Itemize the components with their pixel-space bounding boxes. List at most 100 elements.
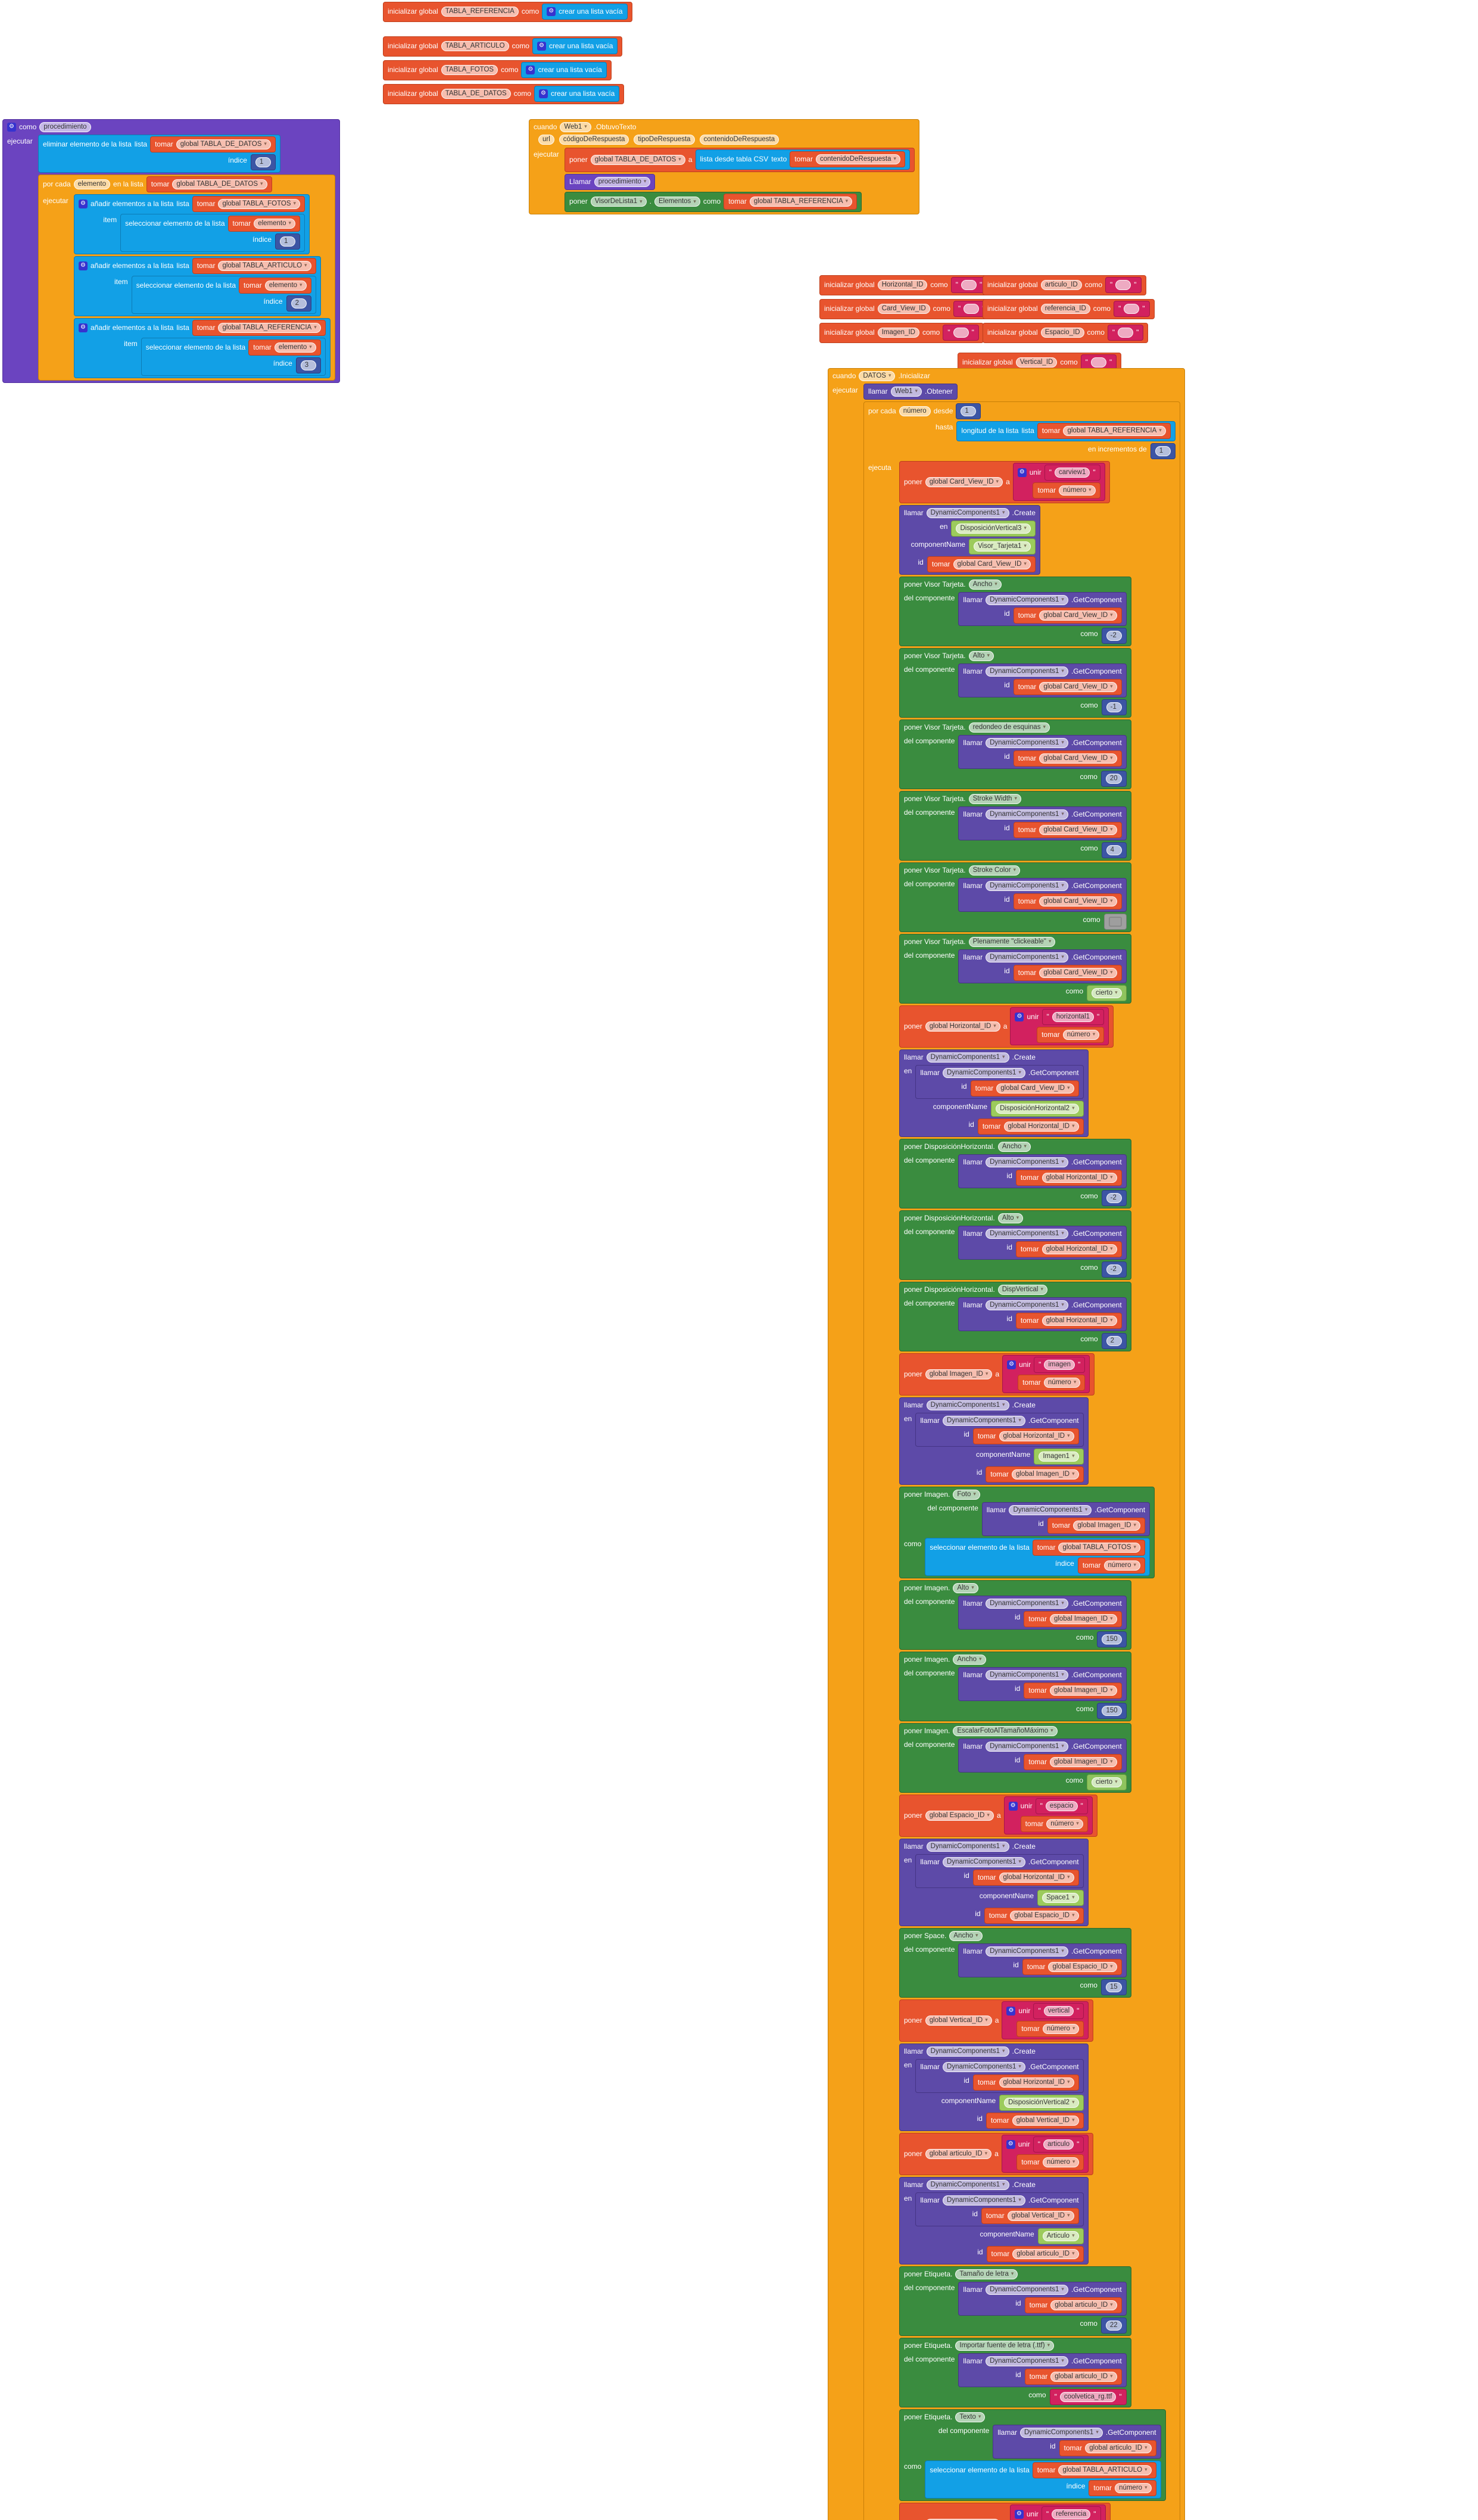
component-setter-block[interactable]: poner Visor Tarjeta.Anchodel componentel… bbox=[899, 577, 1131, 646]
dropdown-field[interactable]: DynamicComponents1 bbox=[986, 952, 1068, 962]
variables-block[interactable]: tomar global articulo_ID bbox=[1024, 2297, 1122, 2313]
dropdown-field[interactable]: Elementos bbox=[654, 197, 700, 207]
variables-block[interactable]: tomar global articulo_ID bbox=[1059, 2440, 1156, 2456]
lists-block[interactable]: ⚙ añadir elementos a la lista lista tomar gl… bbox=[74, 194, 310, 254]
math-number-block[interactable]: -1 bbox=[1101, 699, 1127, 715]
component-setter-block[interactable]: poner Space.Anchodel componentellamarDyn… bbox=[899, 1928, 1131, 1998]
dropdown-field[interactable]: DynamicComponents1 bbox=[986, 1669, 1068, 1680]
variables-block[interactable]: tomar global Horizontal_ID bbox=[977, 1119, 1084, 1135]
dropdown-field[interactable]: Alto bbox=[968, 650, 994, 661]
dropdown-field[interactable]: EscalarFotoAlTamañoMáximo bbox=[953, 1725, 1058, 1736]
variables-block[interactable]: inicializar global Imagen_ID como " " bbox=[819, 323, 984, 343]
dropdown-field[interactable]: número bbox=[1046, 1818, 1083, 1829]
component-block[interactable]: DisposiciónVertical2 bbox=[999, 2095, 1084, 2111]
dropdown-field[interactable]: global articulo_ID bbox=[1050, 2300, 1117, 2310]
text-block[interactable]: " " bbox=[1114, 301, 1150, 317]
dropdown-field[interactable]: global TABLA_FOTOS bbox=[218, 198, 301, 209]
variables-block[interactable]: tomar número bbox=[1077, 1558, 1146, 1574]
mutator-gear-icon[interactable]: ⚙ bbox=[537, 41, 546, 51]
dropdown-field[interactable]: DynamicComponents1 bbox=[986, 1228, 1068, 1239]
dropdown-field[interactable]: global Horizontal_ID bbox=[1042, 1315, 1117, 1326]
variables-block[interactable]: tomar contenidoDeRespuesta bbox=[790, 151, 906, 167]
variables-block[interactable]: inicializar global referencia_ID como " " bbox=[983, 299, 1155, 319]
text-field[interactable]: TABLA_ARTICULO bbox=[441, 41, 509, 51]
variables-block[interactable]: tomar global Horizontal_ID bbox=[1015, 1241, 1122, 1257]
dropdown-field[interactable]: global Card_View_ID bbox=[1039, 610, 1117, 621]
logic-block[interactable]: cierto bbox=[1087, 1774, 1127, 1790]
text-field[interactable]: 1 bbox=[1155, 446, 1171, 456]
text-field[interactable]: 15 bbox=[1105, 1982, 1122, 1992]
dropdown-field[interactable]: Ancho bbox=[953, 1654, 986, 1665]
component-setter-block[interactable]: poner Imagen.EscalarFotoAlTamañoMáximo de… bbox=[899, 1723, 1131, 1793]
dropdown-field[interactable]: elemento bbox=[264, 280, 307, 291]
text-field[interactable]: 1 bbox=[280, 236, 296, 247]
variables-block[interactable]: inicializar global articulo_ID como " " bbox=[983, 275, 1146, 295]
mutator-gear-icon[interactable]: ⚙ bbox=[1017, 468, 1027, 477]
dropdown-field[interactable]: Alto bbox=[997, 1213, 1024, 1223]
dropdown-field[interactable]: global Imagen_ID bbox=[1049, 1756, 1117, 1767]
dropdown-field[interactable]: Web1 bbox=[560, 122, 591, 132]
variables-block[interactable]: tomar global TABLA_FOTOS bbox=[1032, 1540, 1146, 1556]
dropdown-field[interactable]: DynamicComponents1 bbox=[986, 666, 1068, 677]
component-setter-block[interactable]: poner Imagen.Fotodel componentellamarDyn… bbox=[899, 1487, 1155, 1578]
dropdown-field[interactable]: redondeo de esquinas bbox=[968, 722, 1050, 733]
variables-block[interactable]: tomar global Card_View_ID bbox=[927, 556, 1036, 572]
dropdown-field[interactable]: Stroke Width bbox=[968, 793, 1021, 804]
text-block[interactable]: " carview1 " bbox=[1044, 465, 1100, 481]
dropdown-field[interactable]: número bbox=[1115, 2482, 1152, 2493]
variables-block[interactable]: tomar global Horizontal_ID bbox=[972, 1870, 1079, 1886]
text-field[interactable]: Card_View_ID bbox=[877, 304, 930, 314]
component-method-call-block[interactable]: llamarDynamicComponents1.CreateenllamarD… bbox=[899, 1839, 1089, 1926]
variables-block[interactable]: tomar número bbox=[1016, 2021, 1084, 2037]
text-field[interactable]: Vertical_ID bbox=[1015, 357, 1058, 367]
math-number-block[interactable]: 150 bbox=[1097, 1631, 1127, 1647]
dropdown-field[interactable]: Ancho bbox=[968, 579, 1002, 590]
text-block[interactable]: " espacio " bbox=[1035, 1798, 1088, 1814]
variables-block[interactable]: tomar global articulo_ID bbox=[1024, 2369, 1122, 2385]
mutator-gear-icon[interactable]: ⚙ bbox=[538, 89, 548, 98]
text-field[interactable]: espacio bbox=[1045, 1801, 1078, 1811]
text-field[interactable]: 3 bbox=[300, 360, 316, 370]
dropdown-field[interactable]: DynamicComponents1 bbox=[986, 880, 1068, 891]
lists-block[interactable]: ⚙ crear una lista vacía bbox=[521, 62, 607, 78]
component-setter-block[interactable]: poner DisposiciónHorizontal. DispVertical… bbox=[899, 1282, 1131, 1351]
math-number-block[interactable]: -2 bbox=[1101, 1261, 1127, 1278]
dropdown-field[interactable]: global Imagen_ID bbox=[1049, 1613, 1117, 1624]
dropdown-field[interactable]: DynamicComponents1 bbox=[986, 1300, 1068, 1310]
dropdown-field[interactable]: DisposiciónVertical3 bbox=[956, 523, 1031, 534]
parameter-field[interactable]: url bbox=[538, 135, 554, 145]
dropdown-field[interactable]: DisposiciónHorizontal2 bbox=[996, 1103, 1079, 1114]
component-block[interactable]: Visor_Tarjeta1 bbox=[969, 538, 1036, 555]
variables-block[interactable]: tomar número bbox=[1016, 2154, 1084, 2170]
dropdown-field[interactable]: DynamicComponents1 bbox=[926, 2046, 1009, 2057]
text-field[interactable]: TABLA_FOTOS bbox=[441, 65, 498, 75]
lists-block[interactable]: longitud de la lista lista tomar global TAB… bbox=[956, 421, 1175, 441]
text-field[interactable]: 2 bbox=[1106, 1335, 1122, 1346]
dropdown-field[interactable]: global Horizontal_ID bbox=[999, 2077, 1074, 2088]
text-block[interactable]: ⚙ unir " vertical " tomar número bbox=[1002, 2001, 1089, 2039]
dropdown-field[interactable]: elemento bbox=[254, 218, 296, 229]
dropdown-field[interactable]: contenidoDeRespuesta bbox=[815, 154, 901, 164]
dropdown-field[interactable]: DynamicComponents1 bbox=[926, 1400, 1009, 1410]
dropdown-field[interactable]: global articulo_ID bbox=[1012, 2248, 1079, 2259]
lists-block[interactable]: seleccionar elemento de la lista tomar glo… bbox=[925, 1538, 1150, 1576]
variables-block[interactable]: tomar número bbox=[1037, 1027, 1105, 1043]
component-setter-block[interactable]: poner DisposiciónHorizontal.Ancho del com… bbox=[899, 1139, 1131, 1208]
variables-block[interactable]: tomar global Imagen_ID bbox=[1024, 1611, 1122, 1627]
